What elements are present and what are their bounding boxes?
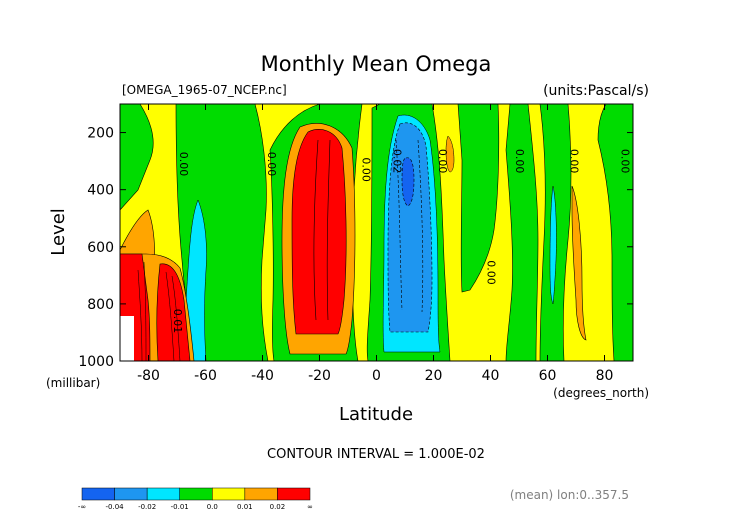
missing-data-patch <box>120 316 134 361</box>
colorbar-swatch <box>81 487 115 501</box>
chart-title: Monthly Mean Omega <box>261 52 492 76</box>
contour-field <box>120 104 633 361</box>
colorbar-swatch <box>244 487 278 501</box>
colorbar-label: -0.04 <box>106 503 125 511</box>
contour-line <box>417 139 424 313</box>
orange-band-27n <box>445 135 455 173</box>
colorbar-label: -0.02 <box>138 503 156 511</box>
x-axis: -80 -60 -40 -20 0 20 40 60 80 <box>137 104 613 384</box>
x-tick-label: -20 <box>308 368 331 384</box>
contour-interval-text: CONTOUR INTERVAL = 1.000E-02 <box>267 447 485 462</box>
footer-text: (mean) lon:0..357.5 <box>510 488 629 502</box>
contour-label: 0.00 <box>619 149 632 174</box>
dark-blue-core-10n <box>401 157 415 207</box>
contour-line <box>313 139 319 321</box>
y-axis: 200 400 600 800 1000 <box>78 126 633 370</box>
contour-label: 0.00 <box>513 149 526 174</box>
y-axis-label: Level <box>48 208 69 256</box>
colorbar-swatch <box>146 487 180 501</box>
y-tick-label: 1000 <box>78 354 114 370</box>
colorbar-swatch <box>212 487 246 501</box>
x-tick-label: -60 <box>194 368 217 384</box>
contour-label: 0.00 <box>485 260 498 285</box>
cyan-band-60s <box>184 199 207 361</box>
colorbar-label: 0.01 <box>237 503 253 511</box>
colorbar-label: -0.01 <box>171 503 189 511</box>
colorbar-label: 0.02 <box>270 503 286 511</box>
colorbar-label: -∞ <box>78 503 86 511</box>
colorbar: -∞ -0.04 -0.02 -0.01 0.0 0.01 0.02 ∞ <box>78 487 313 511</box>
cyan-band-62n <box>549 185 557 305</box>
colorbar-swatch <box>277 487 311 501</box>
contour-label: 0.00 <box>567 149 580 174</box>
contour-label: 0.02 <box>391 149 404 174</box>
blue-core-10n <box>387 122 433 333</box>
x-axis-label: Latitude <box>339 404 413 425</box>
x-tick-label: -40 <box>251 368 274 384</box>
dense-contours <box>137 261 181 361</box>
y-tick-label: 600 <box>87 240 114 256</box>
x-tick-label: 60 <box>539 368 557 384</box>
green-band-80s <box>120 104 154 211</box>
file-label: [OMEGA_1965-07_NCEP.nc] <box>122 83 287 97</box>
green-band-45n <box>505 104 539 361</box>
contour-label: 0.00 <box>436 149 449 174</box>
y-axis-unit: (millibar) <box>46 376 100 390</box>
y-tick-label: 400 <box>87 183 114 199</box>
y-tick-label: 800 <box>87 297 114 313</box>
contour-line <box>395 139 403 311</box>
contour-label: 0.00 <box>359 157 372 182</box>
units-label: (units:Pascal/s) <box>543 83 649 99</box>
contour-label: 0.00 <box>265 152 278 177</box>
contour-label: 0.01 <box>171 309 184 334</box>
colorbar-label: ∞ <box>307 503 313 511</box>
x-tick-label: 0 <box>372 368 381 384</box>
colorbar-label: 0.0 <box>207 503 218 511</box>
orange-band-70n <box>571 185 587 341</box>
colorbar-swatch <box>114 487 148 501</box>
green-band-80n <box>597 104 633 361</box>
x-axis-unit: (degrees_north) <box>553 386 649 400</box>
contour-line <box>326 139 331 321</box>
green-band-30n <box>457 104 500 293</box>
y-tick-label: 200 <box>87 126 114 142</box>
x-tick-label: 80 <box>596 368 614 384</box>
x-tick-label: -80 <box>137 368 160 384</box>
contour-label: 0.00 <box>177 152 190 177</box>
x-tick-label: 20 <box>425 368 443 384</box>
red-core-70s <box>156 263 191 361</box>
x-tick-label: 40 <box>482 368 500 384</box>
colorbar-swatch <box>179 487 213 501</box>
contour-labels: 0.00 0.00 0.00 0.02 0.00 0.00 0.00 0.00 0.00 0.01 <box>171 149 631 333</box>
red-core-20s <box>291 129 347 335</box>
